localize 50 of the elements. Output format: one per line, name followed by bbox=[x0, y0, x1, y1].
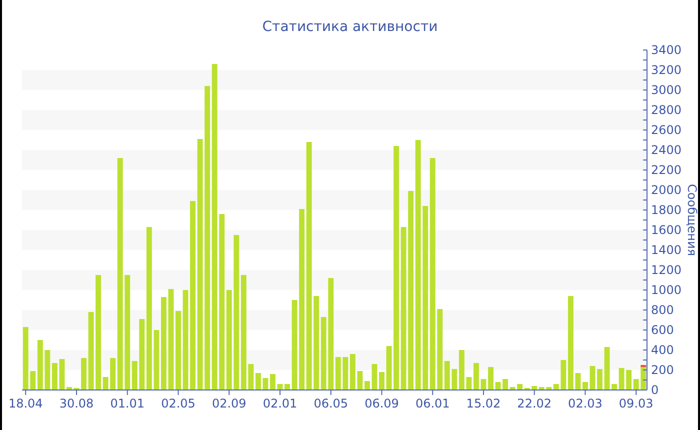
bar bbox=[582, 382, 588, 390]
bar bbox=[270, 374, 276, 390]
y-tick-label: 1200 bbox=[651, 262, 682, 277]
bar bbox=[182, 290, 188, 390]
y-tick-label: 2200 bbox=[651, 162, 682, 177]
y-tick-label: 0 bbox=[651, 382, 659, 397]
bar bbox=[160, 297, 166, 390]
x-tick-label: 15.02 bbox=[466, 396, 501, 411]
y-tick-label: 1800 bbox=[651, 202, 682, 217]
bar bbox=[168, 289, 174, 390]
x-tick-label: 09.03 bbox=[618, 396, 654, 411]
y-tick-label: 2400 bbox=[651, 142, 682, 157]
y-tick-label: 2000 bbox=[651, 182, 682, 197]
x-tick-label: 06.09 bbox=[364, 396, 399, 411]
x-tick-label: 02.09 bbox=[212, 396, 246, 411]
x-tick-label: 30.08 bbox=[59, 396, 94, 411]
x-tick-label: 06.01 bbox=[415, 396, 450, 411]
y-tick-label: 3000 bbox=[651, 82, 682, 97]
bar bbox=[379, 372, 384, 390]
x-tick-label: 02.03 bbox=[568, 396, 602, 411]
y-tick-label: 1400 bbox=[651, 242, 682, 257]
y-tick-label: 400 bbox=[651, 342, 674, 357]
bar bbox=[190, 201, 196, 390]
bar bbox=[284, 384, 290, 390]
y-tick-label: 800 bbox=[651, 302, 674, 317]
y-tick-label: 3200 bbox=[651, 62, 682, 77]
chart-title: Статистика активности bbox=[262, 19, 438, 35]
bar bbox=[176, 311, 181, 390]
y-tick-label: 200 bbox=[651, 362, 674, 377]
bar bbox=[386, 346, 392, 390]
x-tick-label: 18.04 bbox=[8, 396, 43, 411]
bar bbox=[597, 369, 602, 390]
y-tick-label: 3400 bbox=[651, 42, 682, 57]
bar bbox=[394, 146, 399, 390]
y-tick-label: 2800 bbox=[651, 102, 682, 117]
y-tick-label: 2600 bbox=[651, 122, 682, 137]
bar bbox=[488, 367, 494, 390]
y-tick-label: 1600 bbox=[651, 222, 682, 237]
bar bbox=[473, 363, 479, 390]
x-tick-label: 02.05 bbox=[161, 396, 196, 411]
y-axis-title: Сообщения bbox=[685, 184, 699, 256]
x-tick-label: 06.05 bbox=[314, 396, 348, 411]
x-tick-label: 22.02 bbox=[517, 396, 552, 411]
bar bbox=[590, 366, 596, 390]
bar bbox=[502, 379, 508, 390]
x-tick-label: 02.01 bbox=[262, 396, 298, 411]
bar bbox=[81, 358, 86, 390]
x-tick-label: 01.01 bbox=[110, 396, 145, 411]
y-tick-label: 1000 bbox=[651, 282, 682, 297]
y-tick-label: 600 bbox=[651, 322, 674, 337]
